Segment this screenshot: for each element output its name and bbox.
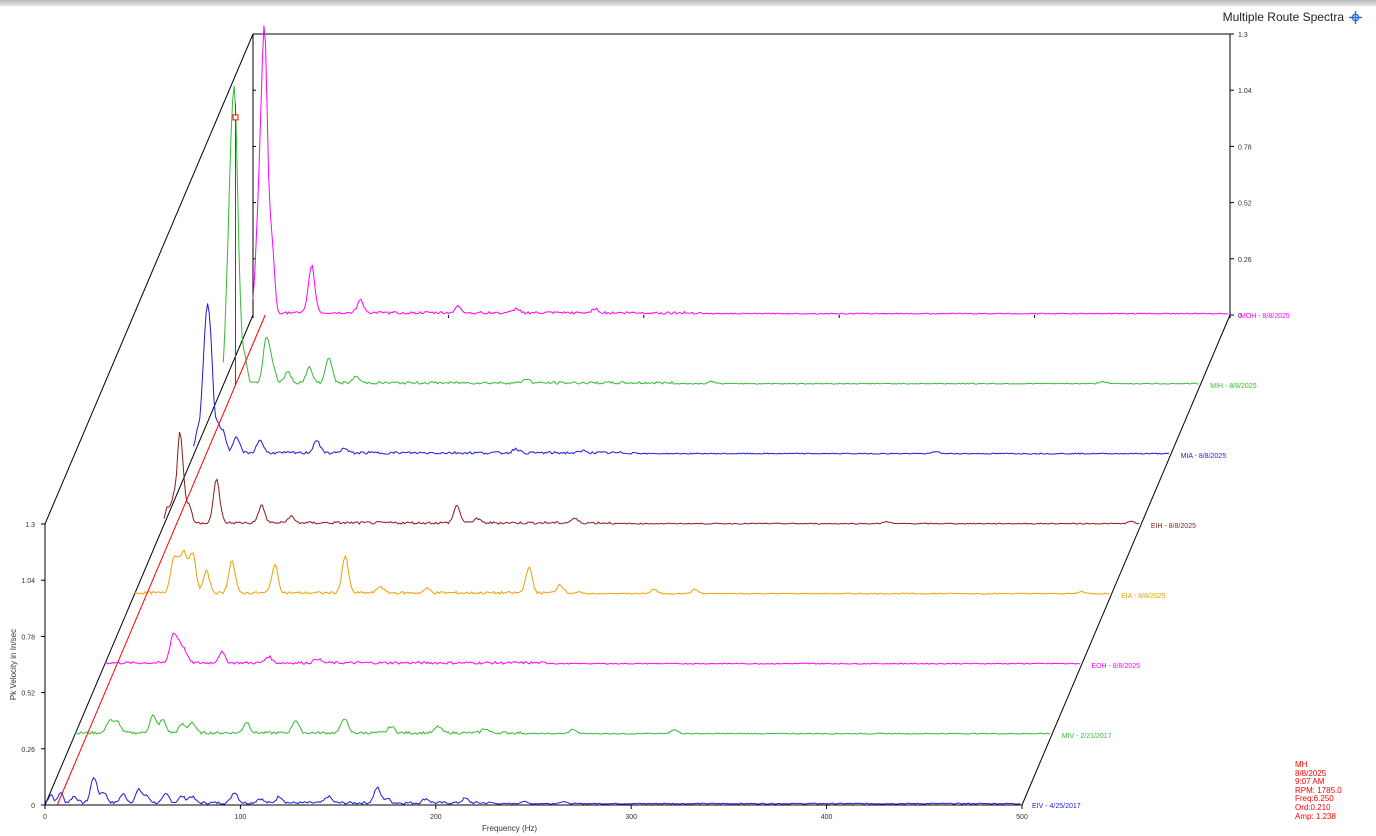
spectrum-trace [252, 25, 1229, 315]
depth-axis-bottom [44, 314, 254, 806]
cursor-readout-line: MH [1295, 760, 1308, 769]
series-label: MOH - 8/8/2025 [1240, 313, 1290, 320]
y-tick-label: 1.3 [25, 522, 35, 529]
x-tick-label: 300 [625, 814, 637, 821]
cursor-readout-line: Freq:6.250 [1295, 794, 1334, 804]
back-y-tick-label: 0 [1238, 313, 1242, 320]
y-tick-label: 0.78 [21, 634, 35, 641]
spectrum-trace [44, 776, 1021, 805]
x-tick-label: 0 [43, 814, 47, 821]
cursor-readout-line: 8/8/2025 [1295, 768, 1327, 778]
series-label: MIV - 2/21/2017 [1062, 733, 1112, 740]
back-y-tick-label: 0.52 [1238, 201, 1252, 208]
series-label: MIA - 8/8/2025 [1181, 453, 1227, 460]
plot-axes [41, 33, 1234, 809]
chart-title: Multiple Route Spectra [1222, 10, 1344, 24]
crosshair-icon[interactable] [1349, 10, 1362, 24]
axis-labels: 0 0 0.26 0.26 0.52 0.52 0.78 0.78 1.04 1.04 1.3 1.3… [9, 32, 1290, 833]
cursor-readout-line: Amp: 1.238 [1295, 811, 1336, 821]
back-y-tick-label: 1.3 [1238, 32, 1248, 39]
series-label: EOH - 8/8/2025 [1091, 663, 1140, 670]
back-y-tick-label: 0.78 [1238, 144, 1252, 151]
spectrum-trace [74, 714, 1051, 735]
y-tick-label: 0.52 [21, 691, 35, 698]
series-label: EIH - 8/8/2025 [1151, 523, 1196, 530]
chart-header: Multiple Route Spectra [1223, 10, 1362, 24]
spectrum-trace [104, 632, 1081, 665]
spectrum-trace [193, 303, 1170, 455]
x-tick-label: 100 [235, 814, 247, 821]
spectrum-trace [134, 549, 1110, 595]
y-tick-label: 1.04 [21, 578, 35, 585]
y-tick-label: 0.26 [21, 747, 35, 754]
series-label: EIV - 4/25/2017 [1032, 803, 1081, 810]
back-y-tick-label: 0.26 [1238, 257, 1252, 264]
x-axis-label: Frequency (Hz) [482, 824, 537, 833]
series-label: EIA - 8/8/2025 [1121, 593, 1165, 600]
y-axis-label: Pk Velocity in In/sec [9, 629, 18, 700]
back-y-tick-label: 1.04 [1238, 88, 1252, 95]
cursor-marker [232, 114, 239, 121]
x-tick-label: 200 [430, 814, 442, 821]
cursor-readout-line: Ord:0.210 [1295, 802, 1331, 812]
x-tick-label: 500 [1016, 814, 1028, 821]
cursor-readout-line: RPM: 1785.0 [1295, 785, 1342, 795]
depth-axis-top [44, 33, 254, 525]
spectrum-trace [163, 431, 1140, 525]
x-tick-label: 400 [821, 814, 833, 821]
cursor-readout-line: 9:07 AM [1295, 777, 1325, 787]
spectra-traces [44, 25, 1229, 806]
cursor-line [56, 314, 266, 806]
spectrum-trace [222, 85, 1199, 385]
series-label: MIH - 8/8/2025 [1210, 383, 1256, 390]
depth-axis-right [1021, 314, 1231, 806]
y-tick-label: 0 [31, 803, 35, 810]
cursor-readout: MH 8/8/2025 9:07 AM RPM: 1785.0 Freq:6.2… [1295, 760, 1342, 821]
window-top-border [0, 0, 1376, 6]
